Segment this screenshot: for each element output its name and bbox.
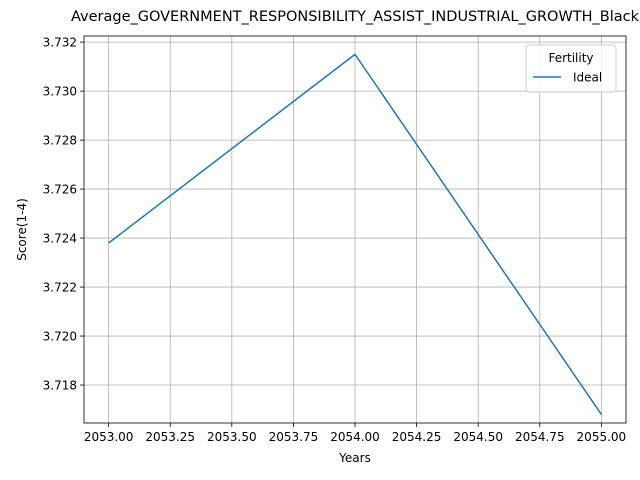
y-tick-label: 3.720	[43, 330, 77, 344]
x-tick-label: 2053.25	[145, 430, 195, 444]
x-axis: 2053.00 2053.25 2053.50 2053.75 2054.00 2054.…	[84, 423, 626, 444]
x-tick-label: 2053.50	[207, 430, 257, 444]
x-tick-label: 2053.75	[269, 430, 319, 444]
y-tick-label: 3.730	[43, 85, 77, 99]
grid	[84, 36, 626, 423]
x-tick-label: 2054.75	[515, 430, 565, 444]
y-axis-label: Score(1-4)	[15, 198, 29, 261]
x-tick-label: 2055.00	[577, 430, 627, 444]
x-tick-label: 2053.00	[84, 430, 134, 444]
y-tick-label: 3.718	[43, 379, 77, 393]
series-layer	[108, 53, 602, 415]
legend-label: Ideal	[573, 71, 602, 85]
x-tick-label: 2054.50	[453, 430, 503, 444]
y-tick-label: 3.722	[43, 281, 77, 295]
x-axis-label: Years	[338, 451, 371, 465]
legend-box	[525, 44, 617, 93]
legend: Fertility Ideal	[525, 44, 617, 93]
x-tick-label: 2054.00	[330, 430, 380, 444]
y-tick-label: 3.724	[43, 232, 77, 246]
legend-title: Fertility	[548, 51, 593, 65]
series-line-0	[108, 53, 602, 415]
x-tick-label: 2054.25	[392, 430, 442, 444]
y-tick-label: 3.728	[43, 134, 77, 148]
y-axis: 3.718 3.720 3.722 3.724 3.726 3.728 3.730 3.732	[43, 36, 84, 393]
chart-title: Average_GOVERNMENT_RESPONSIBILITY_ASSIST…	[71, 9, 640, 25]
y-tick-label: 3.726	[43, 183, 77, 197]
y-tick-label: 3.732	[43, 36, 77, 50]
legend-items: Ideal	[533, 71, 602, 85]
